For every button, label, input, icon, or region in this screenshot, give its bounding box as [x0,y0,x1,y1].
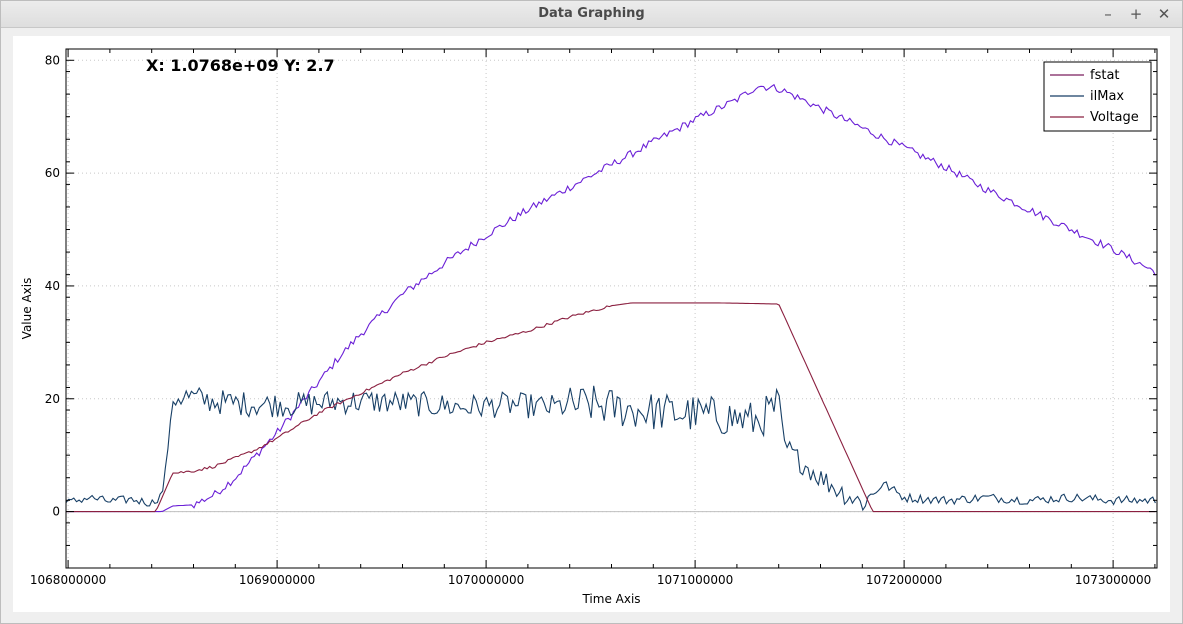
series-layer [65,83,1156,513]
legend[interactable]: fstat ilMax Voltage [1043,61,1152,132]
series-line-Voltage [66,302,1156,513]
x-tick-label: 1071000000 [657,573,733,587]
axis-ticks [66,49,1157,569]
x-tick-label: 1069000000 [239,573,315,587]
maximize-button[interactable]: + [1129,5,1143,23]
y-tick-label: 0 [52,505,60,519]
series-line-ilMax [65,385,1156,512]
y-axis-label: Value Axis [20,278,34,340]
x-tick-label: 1070000000 [448,573,524,587]
line-chart[interactable]: 1068000000 1069000000 1070000000 1071000000… [13,36,1170,612]
x-axis-label: Time Axis [581,592,640,606]
close-button[interactable]: ✕ [1157,5,1171,23]
plot-frame [65,48,1158,569]
y-tick-label: 60 [45,166,60,180]
grid-lines [66,49,1157,568]
window-title: Data Graphing [538,6,645,21]
title-bar[interactable]: Data Graphing – + ✕ [1,1,1182,28]
plot-canvas[interactable]: 1068000000 1069000000 1070000000 1071000000… [13,36,1170,612]
x-tick-label: 1073000000 [1075,573,1151,587]
cursor-coordinate-readout: X: 1.0768e+09 Y: 2.7 [146,56,335,75]
y-tick-label: 20 [45,392,60,406]
axis-tick-labels: 1068000000 1069000000 1070000000 1071000000… [30,53,1151,587]
minimize-button[interactable]: – [1104,5,1112,23]
x-tick-label: 1072000000 [866,573,942,587]
legend-label-fstat: fstat [1090,68,1120,83]
x-tick-label: 1068000000 [30,573,106,587]
legend-label-ilMax: ilMax [1090,89,1124,104]
legend-label-Voltage: Voltage [1090,110,1139,125]
series-line-fstat [66,83,1156,513]
y-tick-label: 80 [45,53,60,67]
y-tick-label: 40 [45,279,60,293]
